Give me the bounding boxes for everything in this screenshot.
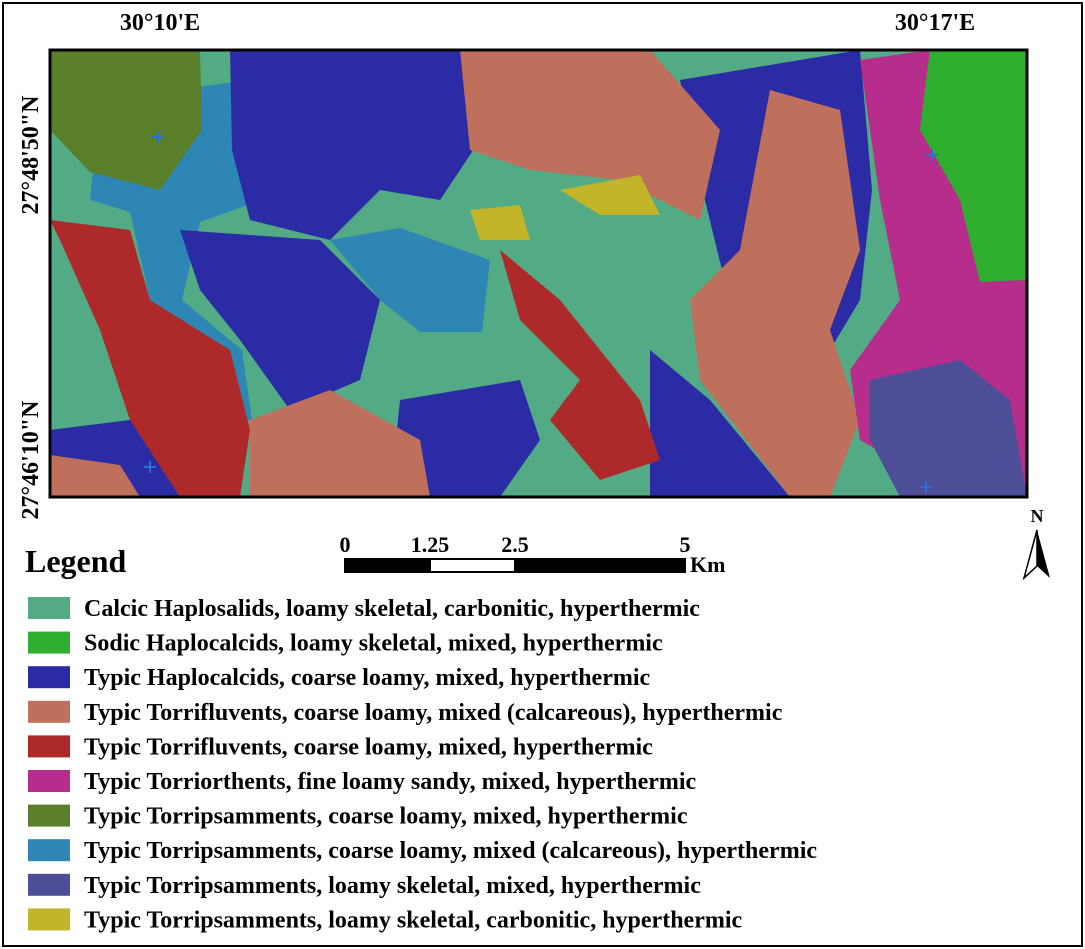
scale-segment: [429, 558, 516, 573]
legend-swatch: [28, 804, 70, 827]
legend-label: Typic Torriorthents, fine loamy sandy, m…: [84, 769, 697, 795]
legend-label: Calcic Haplosalids, loamy skeletal, carb…: [84, 596, 700, 622]
legend-swatch: [28, 700, 70, 723]
soil-region: [470, 205, 530, 240]
legend-title: Legend: [25, 543, 127, 579]
soil-region: [460, 50, 720, 220]
legend-label: Typic Torrifluvents, coarse loamy, mixed…: [84, 700, 783, 726]
scale-segment: [344, 558, 431, 573]
north-arrow: N: [1022, 506, 1050, 581]
grid-cross: [152, 131, 164, 143]
legend-swatch: [28, 873, 70, 896]
soil-region: [390, 380, 540, 497]
legend-label: Typic Haplocalcids, coarse loamy, mixed,…: [84, 665, 651, 691]
soil-region: [50, 50, 202, 190]
soil-region: [230, 50, 480, 240]
soil-region: [330, 228, 490, 332]
longitude-label: 30°10'E: [120, 10, 200, 36]
legend-swatch: [28, 597, 70, 619]
legend-swatch: [28, 908, 70, 931]
map-border: [48, 48, 1029, 499]
scale-label: 0: [340, 532, 351, 557]
grid-cross: [926, 149, 938, 161]
scale-bar: 0 1.25 2.5 5Km: [340, 532, 726, 577]
soil-region: [870, 360, 1027, 497]
arrow-left: [1022, 529, 1038, 581]
soil-region: [650, 350, 790, 497]
map: [50, 50, 1027, 497]
longitude-label: 30°17'E: [895, 10, 975, 36]
soil-region: [500, 250, 660, 480]
soil-region: [560, 175, 660, 215]
soil-region: [50, 455, 140, 497]
legend-swatch: [28, 666, 70, 689]
soil-region: [690, 90, 860, 497]
soil-region: [250, 390, 430, 497]
legend-label: Typic Torripsamments, coarse loamy, mixe…: [84, 804, 688, 830]
soil-region: [50, 220, 250, 497]
grid-cross: [920, 481, 932, 493]
legend-label: Typic Torripsamments, coarse loamy, mixe…: [84, 838, 817, 864]
arrow-right: [1037, 530, 1050, 578]
legend-label: Typic Torrifluvents, coarse loamy, mixed…: [84, 734, 653, 760]
scale-unit: Km: [690, 552, 725, 577]
legend-label: Sodic Haplocalcids, loamy skeletal, mixe…: [84, 631, 663, 657]
scale-label: 2.5: [501, 532, 529, 557]
legend: Calcic Haplosalids, loamy skeletal, carb…: [28, 596, 817, 933]
legend-label: Typic Torripsamments, loamy skeletal, ca…: [84, 907, 743, 933]
soil-region: [920, 50, 1027, 282]
scale-label: 1.25: [411, 532, 450, 557]
grid-cross: [144, 461, 156, 473]
north-label: N: [1031, 506, 1044, 526]
scale-segment: [514, 558, 686, 573]
scale-label: 5: [680, 532, 691, 557]
latitude-label: 27°46'10"N: [18, 400, 44, 520]
soil-region: [180, 230, 380, 410]
legend-swatch: [28, 631, 70, 654]
latitude-label: 27°48'50"N: [18, 95, 44, 215]
legend-label: Typic Torripsamments, loamy skeletal, mi…: [84, 873, 701, 899]
legend-swatch: [28, 770, 70, 792]
legend-swatch: [28, 839, 70, 862]
legend-swatch: [28, 735, 70, 758]
